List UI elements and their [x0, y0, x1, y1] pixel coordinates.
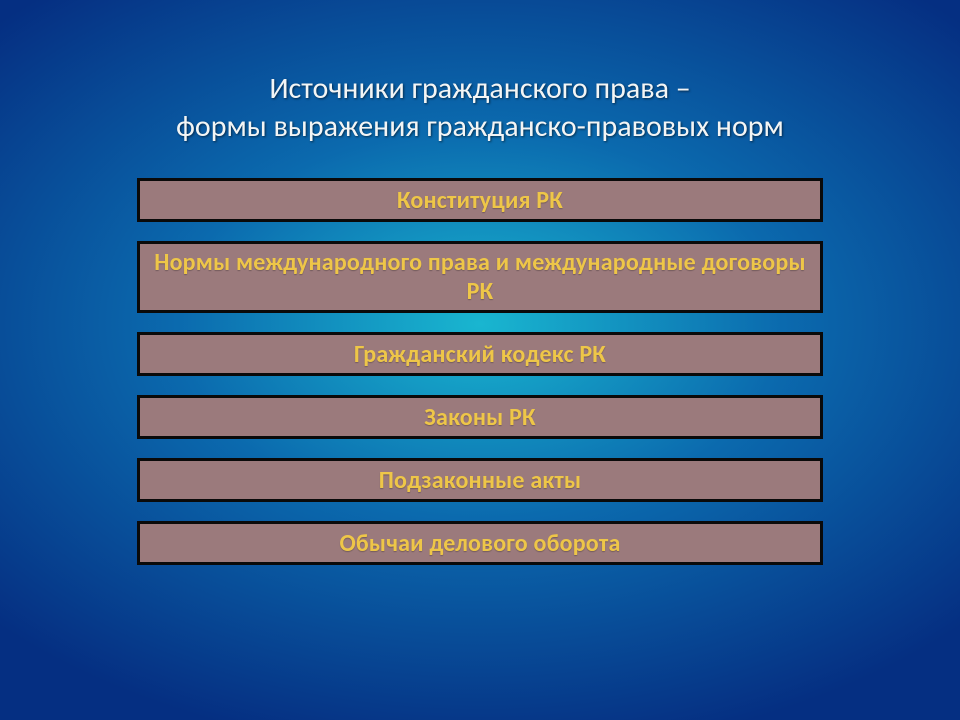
source-box-label: Гражданский кодекс РК: [354, 340, 606, 369]
source-box-label: Законы РК: [424, 403, 535, 432]
source-list: Конституция РК Нормы международного права…: [137, 178, 823, 565]
source-box-2: Гражданский кодекс РК: [137, 332, 823, 376]
source-box-3: Законы РК: [137, 395, 823, 439]
source-box-1: Нормы международного права и международн…: [137, 241, 823, 313]
source-box-5: Обычаи делового оборота: [137, 521, 823, 565]
source-box-4: Подзаконные акты: [137, 458, 823, 502]
title-line-1: Источники гражданского права –: [0, 70, 960, 108]
source-box-label: Подзаконные акты: [379, 466, 582, 495]
source-box-label: Обычаи делового оборота: [340, 529, 621, 558]
source-box-0: Конституция РК: [137, 178, 823, 222]
slide-title: Источники гражданского права – формы выр…: [0, 70, 960, 145]
source-box-label: Нормы международного права и международн…: [152, 248, 808, 306]
title-line-2: формы выражения гражданско-правовых норм: [0, 108, 960, 146]
source-box-label: Конституция РК: [397, 186, 563, 215]
